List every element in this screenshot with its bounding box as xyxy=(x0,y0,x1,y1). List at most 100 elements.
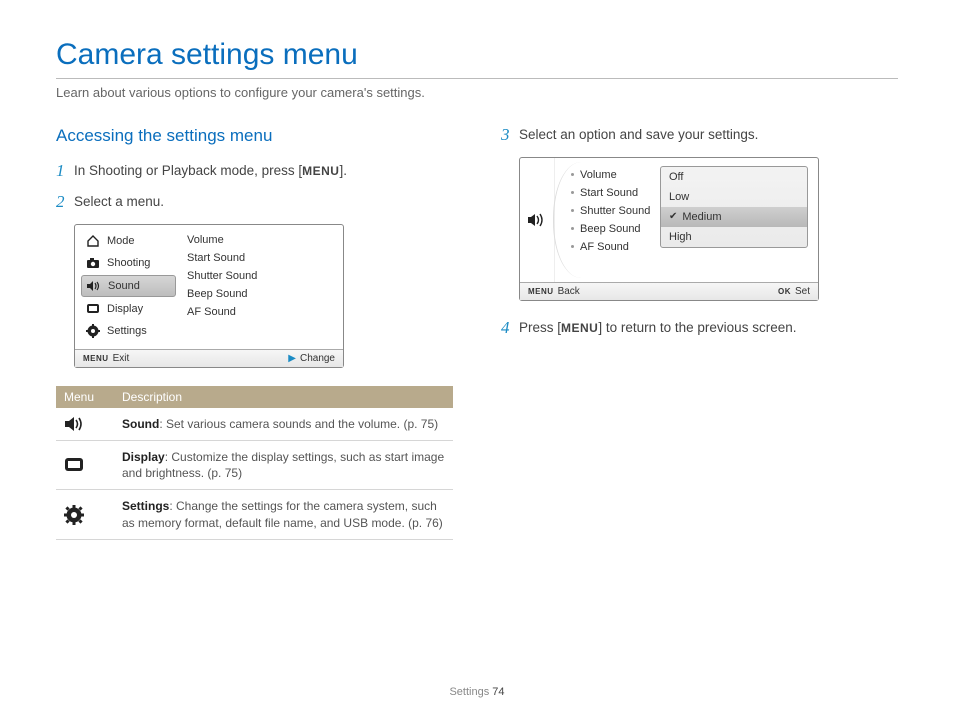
table-row: Display: Customize the display settings,… xyxy=(56,440,453,489)
option-mid-label: AF Sound xyxy=(580,241,629,253)
sound-icon xyxy=(527,213,547,227)
option-body: Volume Start Sound Shutter Sound Beep So… xyxy=(520,158,818,282)
menu-item-shooting[interactable]: Shooting xyxy=(81,253,176,273)
row-icon-cell xyxy=(56,408,114,441)
footer-back-label: Back xyxy=(558,286,580,297)
step-1: 1 In Shooting or Playback mode, press [M… xyxy=(56,162,453,181)
ok-key-label: OK xyxy=(778,287,791,296)
option-mid-label: Volume xyxy=(580,169,617,181)
step-text-post: ] to return to the previous screen. xyxy=(598,320,796,335)
row-text: : Customize the display settings, such a… xyxy=(122,450,444,480)
step-text-post: ]. xyxy=(339,163,347,178)
step-4: 4 Press [MENU] to return to the previous… xyxy=(501,319,898,338)
popup-item-off[interactable]: Off xyxy=(661,167,807,187)
play-icon: ▶ xyxy=(288,353,296,364)
row-bold: Sound xyxy=(122,417,159,431)
left-column: Accessing the settings menu 1 In Shootin… xyxy=(56,126,453,540)
camera-icon xyxy=(85,256,101,270)
home-icon xyxy=(85,234,101,248)
footer-section-label: Settings xyxy=(449,686,489,698)
description-table: Menu Description Sound: Set various came… xyxy=(56,386,453,540)
step-number: 1 xyxy=(56,162,74,181)
popup-label: Off xyxy=(669,171,683,183)
check-icon: ✔ xyxy=(669,212,677,222)
row-desc: Sound: Set various camera sounds and the… xyxy=(114,408,453,441)
page-title: Camera settings menu xyxy=(56,38,898,72)
step-text: Select an option and save your settings. xyxy=(519,126,758,145)
menu-item-label: Display xyxy=(107,303,143,315)
sound-icon xyxy=(64,416,106,432)
row-text: : Change the settings for the camera sys… xyxy=(122,499,443,529)
submenu-item[interactable]: Beep Sound xyxy=(187,285,335,303)
option-mid-label: Shutter Sound xyxy=(580,205,650,217)
intro-text: Learn about various options to configure… xyxy=(56,85,898,100)
menu-item-settings[interactable]: Settings xyxy=(81,321,176,341)
submenu-item[interactable]: AF Sound xyxy=(187,303,335,321)
step-text-pre: In Shooting or Playback mode, press [ xyxy=(74,163,302,178)
row-desc: Settings: Change the settings for the ca… xyxy=(114,490,453,539)
row-icon-cell xyxy=(56,490,114,539)
popup-item-medium[interactable]: ✔ Medium xyxy=(661,207,807,227)
row-icon-cell xyxy=(56,440,114,489)
step-text: In Shooting or Playback mode, press [MEN… xyxy=(74,162,347,181)
option-mid-label: Start Sound xyxy=(580,187,638,199)
menu-body: Mode Shooting Sound xyxy=(75,225,343,349)
footer-exit-label: Exit xyxy=(113,353,130,364)
menu-right-list: Volume Start Sound Shutter Sound Beep So… xyxy=(179,225,343,349)
step-3: 3 Select an option and save your setting… xyxy=(501,126,898,145)
page-footer: Settings 74 xyxy=(0,686,954,698)
menu-key: MENU xyxy=(302,164,339,178)
step-text-pre: Press [ xyxy=(519,320,561,335)
row-desc: Display: Customize the display settings,… xyxy=(114,440,453,489)
popup-label: Medium xyxy=(682,211,721,223)
footer-right: OK Set xyxy=(778,286,810,297)
menu-key-label: MENU xyxy=(83,354,109,363)
popup-item-high[interactable]: High xyxy=(661,227,807,247)
table-row: Settings: Change the settings for the ca… xyxy=(56,490,453,539)
menu-left-list: Mode Shooting Sound xyxy=(75,225,179,349)
popup-label: Low xyxy=(669,191,689,203)
menu-item-label: Sound xyxy=(108,280,140,292)
option-screenshot: Volume Start Sound Shutter Sound Beep So… xyxy=(519,157,819,301)
right-column: 3 Select an option and save your setting… xyxy=(501,126,898,540)
popup-label: High xyxy=(669,231,692,243)
submenu-item[interactable]: Volume xyxy=(187,231,335,249)
popup-item-low[interactable]: Low xyxy=(661,187,807,207)
submenu-item[interactable]: Shutter Sound xyxy=(187,267,335,285)
footer-left: MENU Exit xyxy=(83,353,129,364)
option-mid-label: Beep Sound xyxy=(580,223,641,235)
title-rule xyxy=(56,78,898,79)
menu-item-label: Mode xyxy=(107,235,135,247)
menu-footer: MENU Exit ▶ Change xyxy=(75,349,343,367)
step-2: 2 Select a menu. xyxy=(56,193,453,212)
menu-key-label: MENU xyxy=(528,287,554,296)
menu-screenshot: Mode Shooting Sound xyxy=(74,224,344,368)
columns: Accessing the settings menu 1 In Shootin… xyxy=(56,126,898,540)
footer-left: MENU Back xyxy=(528,286,580,297)
menu-item-mode[interactable]: Mode xyxy=(81,231,176,251)
page-number: 74 xyxy=(492,686,504,698)
section-heading: Accessing the settings menu xyxy=(56,126,453,146)
step-text: Select a menu. xyxy=(74,193,164,212)
gear-icon xyxy=(85,324,101,338)
sound-icon xyxy=(86,279,102,293)
option-right: Off Low ✔ Medium High xyxy=(660,158,818,282)
step-text: Press [MENU] to return to the previous s… xyxy=(519,319,796,338)
option-mid-list: Volume Start Sound Shutter Sound Beep So… xyxy=(554,158,660,282)
step-number: 4 xyxy=(501,319,519,338)
menu-item-display[interactable]: Display xyxy=(81,299,176,319)
table-row: Sound: Set various camera sounds and the… xyxy=(56,408,453,441)
row-bold: Display xyxy=(122,450,165,464)
menu-item-sound[interactable]: Sound xyxy=(81,275,176,297)
row-text: : Set various camera sounds and the volu… xyxy=(159,417,438,431)
row-bold: Settings xyxy=(122,499,169,513)
footer-right: ▶ Change xyxy=(288,353,335,364)
gear-icon xyxy=(64,505,106,525)
option-footer: MENU Back OK Set xyxy=(520,282,818,300)
step-number: 3 xyxy=(501,126,519,145)
submenu-item[interactable]: Start Sound xyxy=(187,249,335,267)
table-header-menu: Menu xyxy=(56,386,114,408)
step-number: 2 xyxy=(56,193,74,212)
menu-item-label: Shooting xyxy=(107,257,150,269)
footer-change-label: Change xyxy=(300,353,335,364)
